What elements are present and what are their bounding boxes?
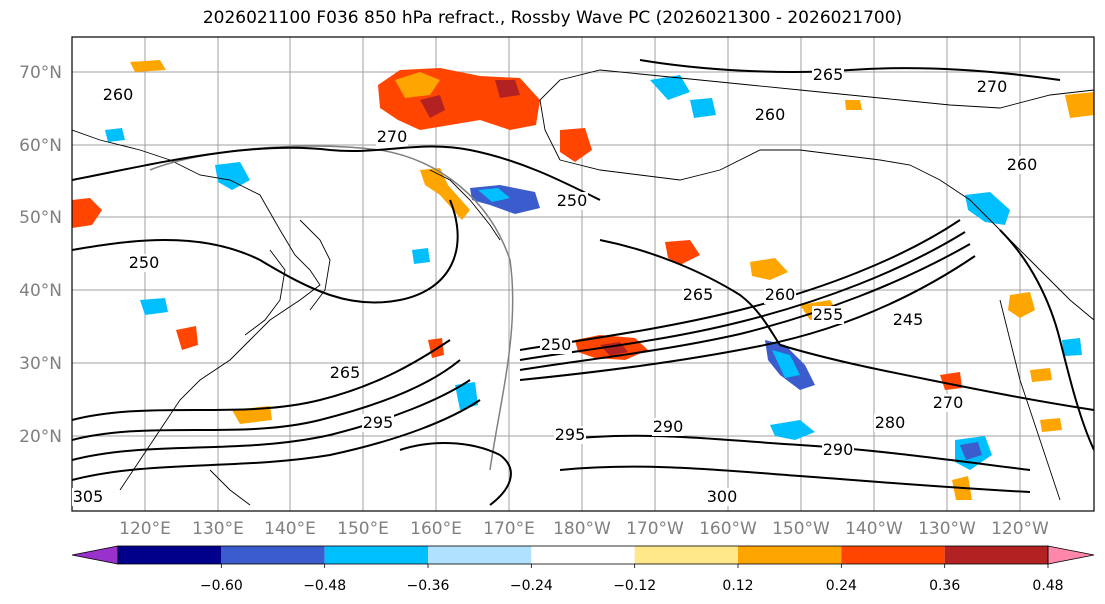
contour-label-bg (540, 336, 572, 354)
colorbar-label: 0.36 (929, 578, 960, 594)
contour-label: 250 (541, 335, 572, 354)
lon-label: 160°W (699, 519, 757, 539)
map-title: 2026021100 F036 850 hPa refract., Rossby… (202, 8, 903, 28)
colorbar-label: −0.48 (303, 578, 346, 594)
lon-label: 160°E (410, 519, 462, 539)
lon-label: 140°W (845, 519, 903, 539)
lat-label: 20°N (19, 427, 62, 447)
contour-label: 260 (755, 105, 786, 124)
contour-label-bg (128, 254, 160, 272)
lon-label: 180°W (553, 519, 611, 539)
contour-label-bg (754, 106, 786, 124)
contour-label-bg (72, 488, 104, 506)
contour-label-bg (874, 414, 906, 432)
lon-label: 120°E (119, 519, 171, 539)
contour-label-bg (362, 414, 394, 432)
lon-label: 130°E (192, 519, 244, 539)
colorbar-segment (118, 546, 222, 564)
contour-label: 265 (330, 363, 361, 382)
lat-label: 40°N (19, 281, 62, 301)
lon-label: 140°E (264, 519, 316, 539)
lat-label: 60°N (19, 136, 62, 156)
contour-label-bg (812, 66, 844, 84)
colorbar-label: −0.24 (510, 578, 553, 594)
contour-label: 250 (557, 191, 588, 210)
contour-label-bg (764, 286, 796, 304)
lon-label: 170°E (483, 519, 535, 539)
contour-label-bg (822, 441, 854, 459)
latitude-labels: 70°N 60°N 50°N 40°N 30°N 20°N (19, 63, 62, 447)
colorbar-segment (634, 546, 738, 564)
contour-label: 305 (73, 487, 104, 506)
contour-label: 295 (555, 425, 586, 444)
colorbar-segment (221, 546, 325, 564)
colorbar-segment (841, 546, 945, 564)
contour-label-bg (554, 426, 586, 444)
lon-label: 170°W (626, 519, 684, 539)
colorbar-label: −0.60 (200, 578, 243, 594)
contour-labels: 265 270 260 260 270 260 250 265 260 245 265 250 295 2… (72, 65, 1038, 506)
positive-anomaly-patches (72, 60, 1094, 500)
colorbar-extension-low (71, 545, 119, 565)
lat-label: 70°N (19, 63, 62, 83)
contour-label: 250 (129, 253, 160, 272)
colorbar-labels: −0.60 −0.48 −0.36 −0.24 −0.12 0.12 0.24 0.36 0.4… (200, 564, 1064, 594)
contour-label: 255 (813, 305, 844, 324)
colorbar-segment (944, 546, 1048, 564)
contour-label: 265 (813, 65, 844, 84)
contour-label: 290 (653, 417, 684, 436)
contour-label: 260 (103, 85, 134, 104)
contour-label-bg (682, 286, 714, 304)
contour-label-bg (976, 78, 1008, 96)
contour-label: 260 (765, 285, 796, 304)
lon-label: 150°E (337, 519, 389, 539)
contour-label: 280 (875, 413, 906, 432)
contour-label-bg (376, 128, 408, 146)
contour-label-bg (1006, 156, 1038, 174)
colorbar-segment (324, 546, 428, 564)
contour-label-bg (102, 86, 134, 104)
colorbar (71, 545, 1095, 565)
contour-label-bg (652, 418, 684, 436)
longitude-labels: 120°E 130°E 140°E 150°E 160°E 170°E 180°W 170°W… (119, 519, 1049, 539)
lon-label: 120°W (991, 519, 1049, 539)
contour-label-bg (706, 488, 738, 506)
contour-label: 270 (933, 393, 964, 412)
contour-label: 295 (363, 413, 394, 432)
contour-label: 270 (377, 127, 408, 146)
contour-label-bg (812, 306, 844, 324)
colorbar-segment (428, 546, 532, 564)
lon-label: 150°W (772, 519, 830, 539)
refractivity-contours (72, 59, 1094, 506)
contour-label: 265 (683, 285, 714, 304)
contour-label-bg (932, 394, 964, 412)
contour-label-bg (329, 364, 361, 382)
colorbar-frame (117, 545, 1049, 565)
lon-label: 130°W (918, 519, 976, 539)
colorbar-label: 0.24 (826, 578, 857, 594)
colorbar-label: 0.12 (722, 578, 753, 594)
contour-label: 245 (893, 310, 924, 329)
colorbar-extension-high (1047, 545, 1095, 565)
contour-label: 260 (1007, 155, 1038, 174)
lat-label: 30°N (19, 354, 62, 374)
contour-label: 300 (707, 487, 738, 506)
contour-label-bg (892, 311, 924, 329)
colorbar-segment (738, 546, 842, 564)
contour-label-bg (556, 192, 588, 210)
plot-frame (71, 36, 1095, 512)
colorbar-label: −0.36 (407, 578, 450, 594)
contour-label: 290 (823, 440, 854, 459)
colorbar-segment (531, 546, 635, 564)
colorbar-label: 0.48 (1032, 578, 1063, 594)
contour-label: 270 (977, 77, 1008, 96)
colorbar-label: −0.12 (613, 578, 656, 594)
lat-label: 50°N (19, 208, 62, 228)
